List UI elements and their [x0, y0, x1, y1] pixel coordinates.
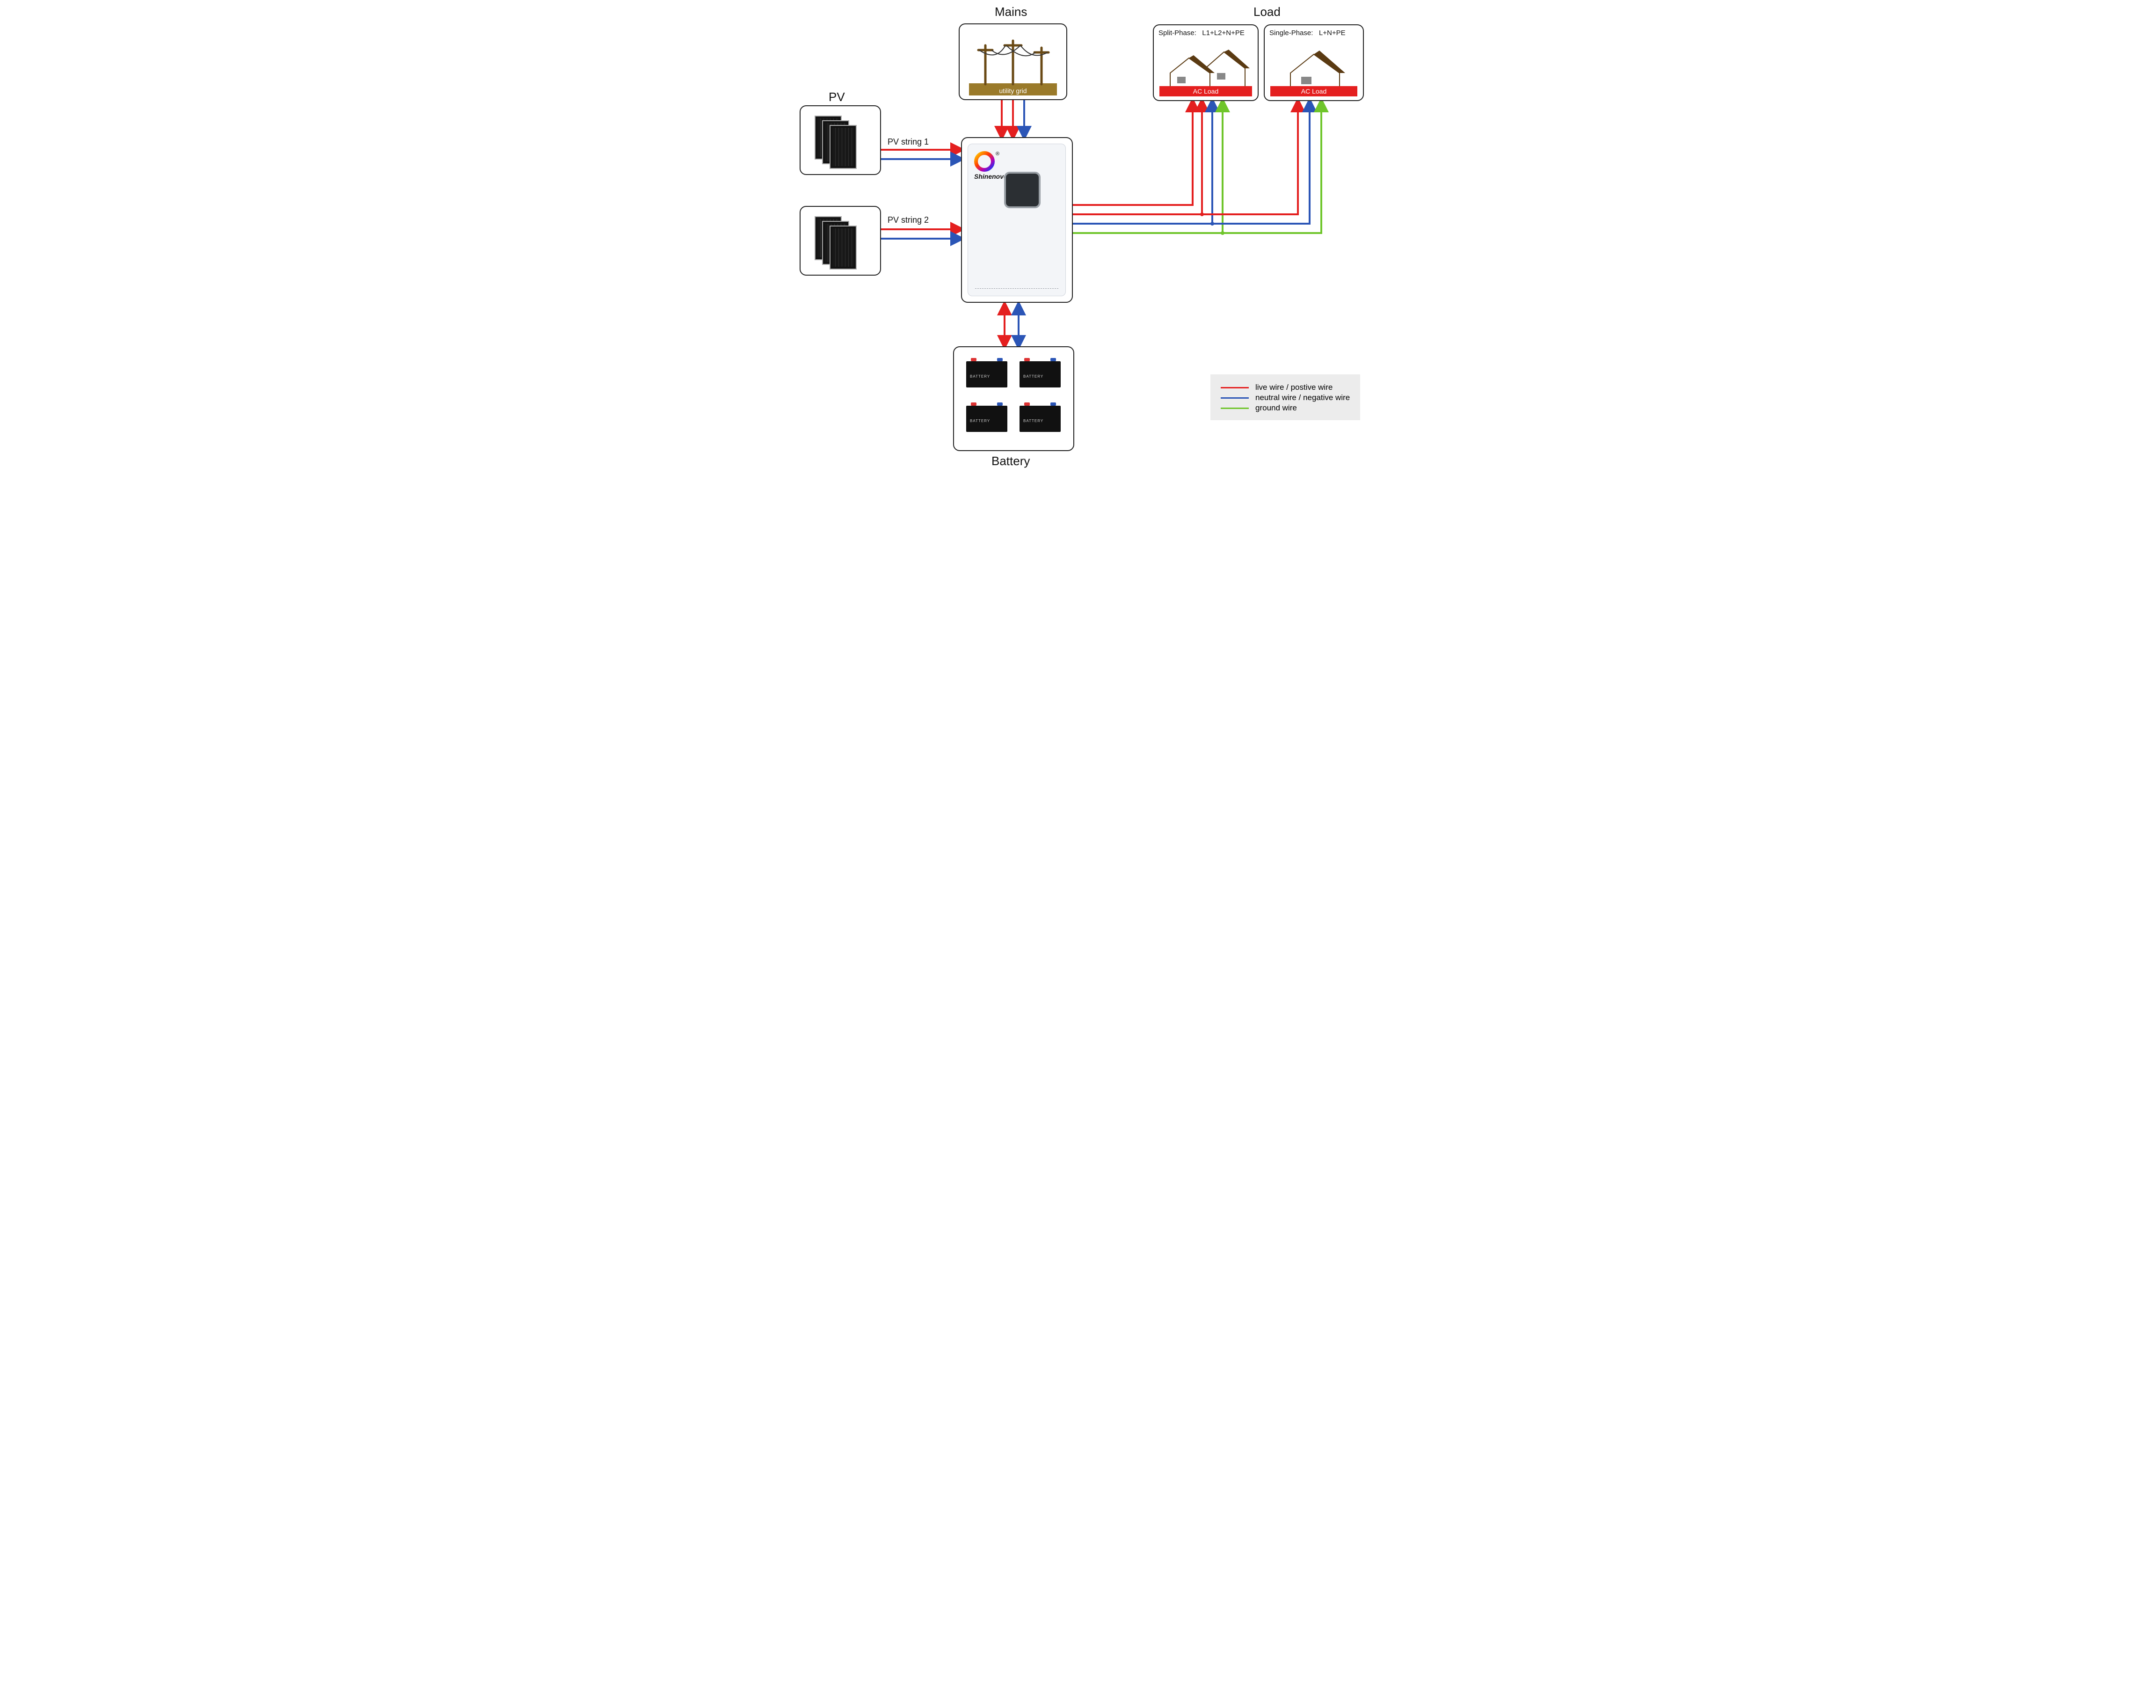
pv-box-2	[800, 206, 881, 276]
split-ac-load-bar: AC Load	[1159, 86, 1252, 96]
inverter-box: ® Shinenovo	[961, 137, 1073, 303]
pv-title: PV	[829, 90, 845, 104]
legend-neutral: neutral wire / negative wire	[1255, 393, 1350, 402]
battery-title: Battery	[991, 454, 1030, 468]
legend: live wire / postive wire neutral wire / …	[1210, 374, 1360, 420]
pv-string-1-label: PV string 1	[888, 137, 929, 147]
legend-ground: ground wire	[1255, 403, 1297, 413]
inverter-body: ® Shinenovo	[968, 144, 1066, 296]
load-split-phase-box: Split-Phase: L1+L2+N+PE AC Load	[1153, 24, 1259, 101]
inverter-brand: Shinenovo	[974, 173, 1008, 180]
house-icon	[1265, 36, 1363, 92]
battery-box	[953, 346, 1074, 451]
load-single-phase-box: Single-Phase: L+N+PE AC Load	[1264, 24, 1364, 101]
house-icon	[1154, 36, 1258, 92]
single-ac-load-bar: AC Load	[1270, 86, 1357, 96]
pv-string-2-label: PV string 2	[888, 215, 929, 225]
mains-title: Mains	[995, 5, 1027, 19]
mains-box: utility grid	[959, 23, 1067, 100]
brand-logo-icon	[974, 151, 995, 172]
utility-grid-label: utility grid	[969, 86, 1057, 95]
pv-box-1	[800, 105, 881, 175]
inverter-screen	[1004, 172, 1041, 208]
load-title: Load	[1253, 5, 1281, 19]
legend-live: live wire / postive wire	[1255, 383, 1333, 392]
